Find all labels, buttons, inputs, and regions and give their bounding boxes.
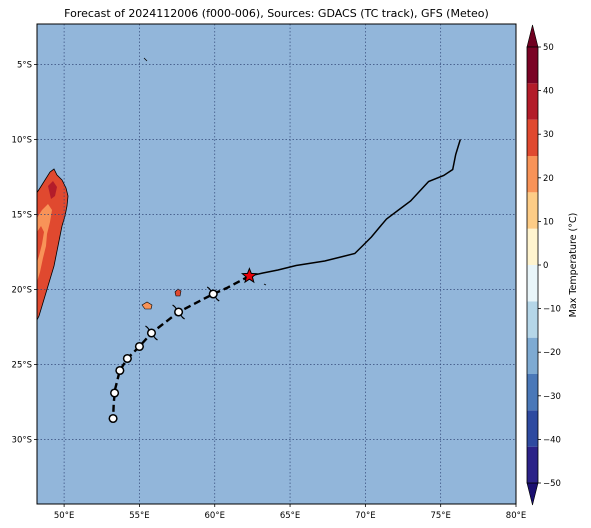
latitude-tick-label: 5°S — [17, 61, 32, 71]
forecast-point-marker — [208, 289, 218, 299]
temperature-colorbar: 50 40 30 20 10 0 −10 −20 −30 −40 −50 — [526, 24, 561, 506]
map-frame — [36, 23, 517, 505]
colorbar-band — [527, 192, 538, 229]
ocean-area — [37, 24, 516, 504]
longitude-tick-label: 70°E — [355, 511, 375, 521]
latitude-tick-label: 20°S — [12, 286, 32, 296]
longitude-tick-label: 55°E — [129, 511, 149, 521]
colorbar-extend-high — [526, 24, 539, 48]
latitude-tick-label: 25°S — [12, 361, 32, 371]
latitude-tick-label: 30°S — [12, 436, 32, 446]
reunion-island — [141, 301, 153, 310]
colorbar-band — [527, 446, 538, 483]
colorbar-tick-label: −50 — [543, 479, 561, 489]
seychelles-island — [143, 57, 148, 62]
colorbar-tick-label: −40 — [543, 435, 561, 445]
forecast-point-marker — [174, 307, 184, 317]
colorbar-tick-label: 0 — [543, 261, 548, 271]
longitude-tick-label: 50°E — [54, 511, 74, 521]
forecast-point-marker — [115, 365, 125, 376]
cyclone-track — [108, 139, 462, 424]
longitude-tick-label: 65°E — [280, 511, 300, 521]
map-gridlines — [37, 24, 516, 504]
colorbar-band — [527, 337, 538, 374]
colorbar-band — [527, 265, 538, 302]
forecast-point-marker — [134, 341, 144, 352]
longitude-tick-label: 60°E — [205, 511, 225, 521]
colorbar-band — [527, 119, 538, 156]
forecast-point-marker — [146, 328, 157, 338]
longitude-ticks: 50°E 55°E 60°E 65°E 70°E 75°E 80°E — [54, 504, 526, 521]
latitude-ticks: 5°S 10°S 15°S 20°S 25°S 30°S — [12, 61, 37, 446]
colorbar-tick-label: 30 — [543, 130, 554, 140]
longitude-tick-label: 75°E — [430, 511, 450, 521]
colorbar-band — [527, 228, 538, 265]
colorbar-band — [527, 83, 538, 120]
forecast-point-marker — [108, 413, 118, 424]
rodrigues-island — [263, 283, 267, 286]
colorbar-tick-label: 20 — [543, 174, 554, 184]
current-position-star-icon — [240, 267, 258, 284]
past-track-line — [249, 139, 462, 277]
map-title: Forecast of 2024112006 (f000-006), Sourc… — [64, 7, 489, 20]
forecast-point-marker — [110, 388, 120, 398]
colorbar-extend-low — [526, 482, 539, 506]
forecast-point-marker — [122, 353, 132, 364]
colorbar-tick-label: 50 — [543, 43, 554, 53]
colorbar-band — [527, 156, 538, 193]
colorbar-tick-label: 10 — [543, 217, 554, 227]
colorbar-tick-label: −30 — [543, 392, 561, 402]
longitude-tick-label: 80°E — [506, 511, 526, 521]
colorbar-band — [527, 47, 538, 84]
madagascar-landmass — [37, 168, 69, 321]
colorbar-tick-label: 40 — [543, 87, 554, 97]
colorbar-band — [527, 374, 538, 411]
latitude-tick-label: 15°S — [12, 211, 32, 221]
latitude-tick-label: 10°S — [12, 136, 32, 146]
colorbar-band — [527, 410, 538, 447]
colorbar-tick-label: −20 — [543, 348, 561, 358]
colorbar-label: Max Temperature (°C) — [568, 213, 579, 318]
colorbar-band — [527, 301, 538, 338]
forecast-track-line — [111, 274, 250, 419]
colorbar-tick-label: −10 — [543, 305, 561, 315]
